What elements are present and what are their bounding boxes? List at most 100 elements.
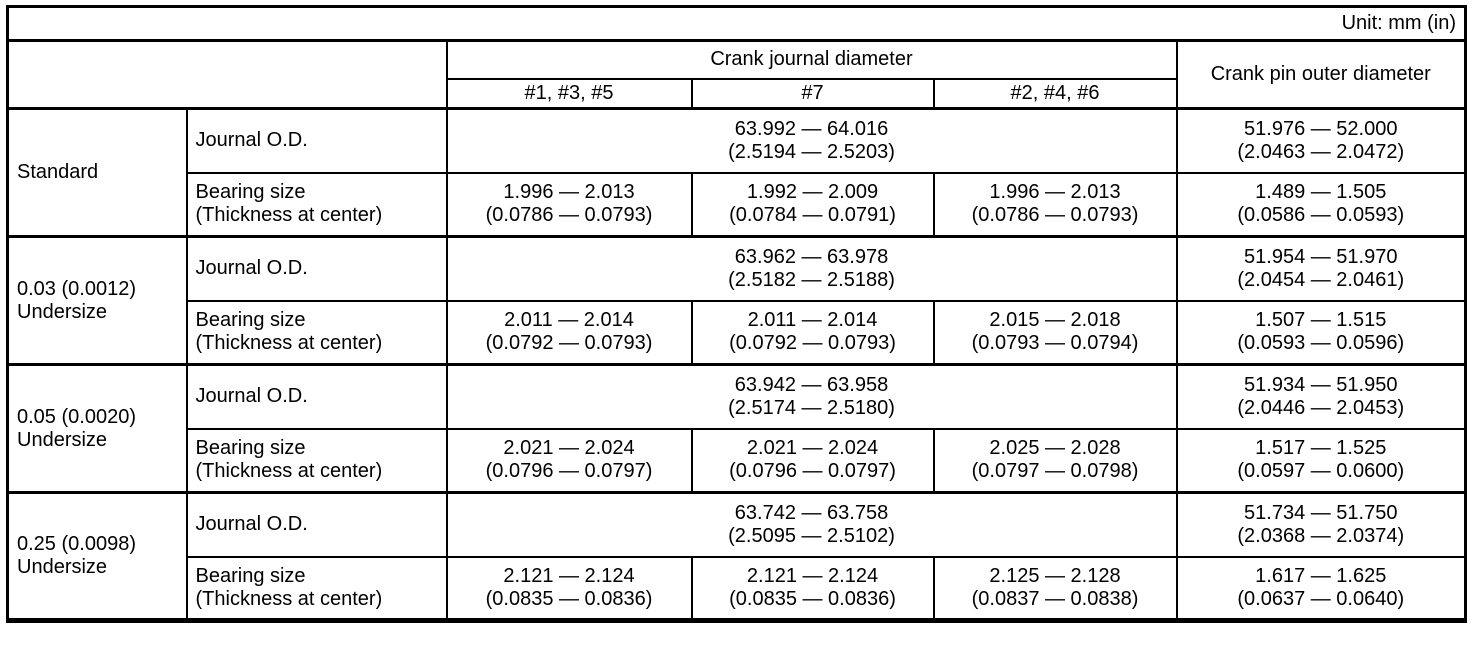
table-row: Standard Journal O.D. 63.992 — 64.016 (2…: [6, 107, 1467, 238]
value-in: (0.0796 — 0.0797): [729, 460, 896, 483]
value-mm: 2.121 — 2.124: [503, 564, 635, 587]
value-in: (0.0784 — 0.0791): [729, 204, 896, 227]
value-mm: 51.934 — 51.950: [1244, 373, 1398, 396]
value-in: (2.0454 — 2.0461): [1237, 268, 1405, 291]
value-pin-od: 51.976 — 52.000 (2.0463 — 2.0472): [1175, 107, 1467, 174]
value-bearing-7: 2.021 — 2.024 (0.0796 — 0.0797): [690, 427, 935, 494]
value-in: (2.5194 — 2.5203): [728, 140, 895, 163]
value-bearing-7: 1.992 — 2.009 (0.0784 — 0.0791): [690, 171, 935, 238]
table-row: Bearing size (Thickness at center) 2.011…: [8, 299, 1467, 366]
value-journal-od: 63.942 — 63.958 (2.5174 — 2.5180): [445, 363, 1178, 430]
value-pin-od: 51.954 — 51.970 (2.0454 — 2.0461): [1175, 235, 1467, 302]
value-in: (0.0837 — 0.0838): [971, 587, 1139, 610]
row-label-line2: (Thickness at center): [195, 460, 383, 483]
value-mm: 2.025 — 2.028: [989, 437, 1121, 460]
row-label-journal-od: Journal O.D.: [185, 491, 448, 558]
value-in: (2.5095 — 2.5102): [728, 524, 895, 547]
section-label-line1: 0.25 (0.0098): [17, 533, 136, 555]
value-in: (2.0463 — 2.0472): [1237, 140, 1405, 163]
value-mm: 63.962 — 63.978: [734, 245, 889, 268]
value-mm: 1.517 — 1.525: [1255, 437, 1387, 460]
table-row: Bearing size (Thickness at center) 2.121…: [8, 555, 1467, 622]
unit-label: Unit: mm (in): [7, 6, 1466, 41]
row-label-bearing-size: Bearing size (Thickness at center): [185, 299, 448, 366]
row-label-bearing-size: Bearing size (Thickness at center): [185, 555, 448, 622]
value-bearing-pin: 1.507 — 1.515 (0.0593 — 0.0596): [1175, 299, 1467, 366]
value-bearing-pin: 1.489 — 1.505 (0.0586 — 0.0593): [1175, 171, 1467, 238]
value-mm: 2.011 — 2.014: [747, 309, 878, 332]
value-pin-od: 51.734 — 51.750 (2.0368 — 2.0374): [1175, 491, 1467, 558]
table-row: Bearing size (Thickness at center) 2.021…: [8, 427, 1467, 494]
value-in: (0.0835 — 0.0836): [729, 587, 896, 610]
value-in: (2.5174 — 2.5180): [728, 396, 895, 419]
value-bearing-2-4-6: 2.025 — 2.028 (0.0797 — 0.0798): [932, 427, 1178, 494]
value-mm: 1.617 — 1.625: [1255, 564, 1387, 587]
header-crank-journal-diameter: Crank journal diameter: [445, 39, 1178, 80]
value-in: (2.5182 — 2.5188): [728, 268, 895, 291]
value-in: (0.0796 — 0.0797): [485, 460, 653, 483]
value-in: (0.0597 — 0.0600): [1237, 460, 1405, 483]
table-row: Bearing size (Thickness at center) 1.996…: [8, 171, 1467, 238]
section-label-standard: Standard: [6, 107, 188, 238]
value-bearing-pin: 1.617 — 1.625 (0.0637 — 0.0640): [1175, 555, 1467, 622]
value-in: (0.0593 — 0.0596): [1237, 332, 1405, 355]
table-row: 0.25 (0.0098) Undersize Journal O.D. 63.…: [6, 491, 1467, 622]
value-in: (0.0793 — 0.0794): [971, 332, 1139, 355]
value-mm: 2.021 — 2.024: [746, 437, 879, 460]
value-bearing-2-4-6: 2.125 — 2.128 (0.0837 — 0.0838): [932, 555, 1178, 622]
column-header-1-3-5: #1, #3, #5: [445, 77, 693, 110]
value-mm: 1.996 — 2.013: [989, 181, 1121, 204]
value-mm: 2.125 — 2.128: [989, 564, 1121, 587]
table-row: 0.05 (0.0020) Undersize Journal O.D. 63.…: [6, 363, 1467, 494]
value-mm: 51.954 — 51.970: [1244, 245, 1398, 268]
value-bearing-1-3-5: 2.021 — 2.024 (0.0796 — 0.0797): [445, 427, 693, 494]
value-in: (0.0786 — 0.0793): [971, 204, 1139, 227]
value-pin-od: 51.934 — 51.950 (2.0446 — 2.0453): [1175, 363, 1467, 430]
row-label-line2: (Thickness at center): [195, 332, 383, 355]
value-bearing-1-3-5: 2.011 — 2.014 (0.0792 — 0.0793): [445, 299, 693, 366]
row-label-line2: (Thickness at center): [195, 204, 383, 227]
row-label-line1: Bearing size: [195, 437, 306, 460]
section-label-line2: Undersize: [17, 428, 108, 451]
value-in: (0.0637 — 0.0640): [1237, 587, 1405, 610]
value-mm: 63.742 — 63.758: [734, 501, 889, 524]
value-in: (0.0792 — 0.0793): [485, 332, 653, 355]
value-mm: 1.507 — 1.515: [1255, 309, 1387, 332]
value-mm: 2.021 — 2.024: [503, 437, 635, 460]
row-label-line1: Bearing size: [195, 564, 306, 587]
row-label-journal-od: Journal O.D.: [185, 107, 448, 174]
value-mm: 1.996 — 2.013: [503, 181, 635, 204]
row-label-line2: (Thickness at center): [195, 587, 383, 610]
value-mm: 2.121 — 2.124: [746, 564, 879, 587]
value-bearing-1-3-5: 2.121 — 2.124 (0.0835 — 0.0836): [445, 555, 693, 622]
value-bearing-pin: 1.517 — 1.525 (0.0597 — 0.0600): [1175, 427, 1467, 494]
value-mm: 2.015 — 2.018: [989, 309, 1121, 332]
section-label-line1: 0.03 (0.0012): [17, 277, 136, 300]
row-label-journal-od: Journal O.D.: [185, 235, 448, 302]
value-mm: 1.489 — 1.505: [1255, 181, 1387, 204]
value-in: (0.0792 — 0.0793): [729, 332, 896, 355]
value-mm: 51.976 — 52.000: [1244, 117, 1398, 140]
column-header-2-4-6: #2, #4, #6: [932, 77, 1178, 110]
column-header-7: #7: [690, 77, 935, 110]
row-label-bearing-size: Bearing size (Thickness at center): [185, 427, 448, 494]
header-blank-cell: [6, 39, 448, 110]
value-in: (0.0586 — 0.0593): [1237, 204, 1405, 227]
value-mm: 1.992 — 2.009: [746, 181, 879, 204]
row-label-line1: Bearing size: [195, 309, 306, 332]
table-row: 0.03 (0.0012) Undersize Journal O.D. 63.…: [6, 235, 1467, 366]
value-bearing-1-3-5: 1.996 — 2.013 (0.0786 — 0.0793): [445, 171, 693, 238]
section-label-005-undersize: 0.05 (0.0020) Undersize: [6, 363, 188, 494]
crankshaft-spec-table: Unit: mm (in) Crank journal diameter Cra…: [6, 5, 1468, 623]
value-bearing-7: 2.121 — 2.124 (0.0835 — 0.0836): [690, 555, 935, 622]
section-label-line1: Standard: [17, 161, 99, 183]
value-in: (2.0368 — 2.0374): [1237, 524, 1405, 547]
section-label-line1: 0.05 (0.0020): [17, 405, 136, 428]
section-label-025-undersize: 0.25 (0.0098) Undersize: [6, 491, 188, 622]
row-label-line1: Bearing size: [195, 181, 306, 204]
value-journal-od: 63.742 — 63.758 (2.5095 — 2.5102): [445, 491, 1178, 558]
value-bearing-2-4-6: 1.996 — 2.013 (0.0786 — 0.0793): [932, 171, 1178, 238]
section-label-003-undersize: 0.03 (0.0012) Undersize: [6, 235, 188, 366]
section-label-line2: Undersize: [17, 556, 108, 578]
value-in: (2.0446 — 2.0453): [1237, 396, 1405, 419]
